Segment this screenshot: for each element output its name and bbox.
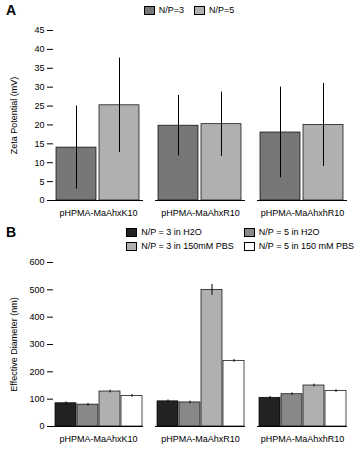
svg-text:500: 500 [29,285,44,295]
svg-text:5: 5 [39,176,44,186]
html-text:B: B [6,224,17,240]
svg-text:pHPMA-MaAhxK10: pHPMA-MaAhxK10 [59,208,137,218]
svg-text:300: 300 [29,339,44,349]
html-text:N/P = 3 in 150mM PBS: N/P = 3 in 150mM PBS [141,241,234,251]
svg-text:20: 20 [34,120,44,130]
svg-text:Effective Diameter (nm): Effective Diameter (nm) [9,297,19,391]
svg-text:pHPMA-MaAhxhR10: pHPMA-MaAhxhR10 [261,434,345,444]
svg-text:40: 40 [34,44,44,54]
svg-text:pHPMA-MaAhxR10: pHPMA-MaAhxR10 [161,208,240,218]
svg-text:600: 600 [29,257,44,267]
html-text:N/P = 5 in H2O: N/P = 5 in H2O [258,227,320,237]
svg-text:100: 100 [29,394,44,404]
html-text:N/P=3: N/P=3 [158,5,184,15]
svg-text:Zeta Potential (mV): Zeta Potential (mV) [9,77,19,155]
svg-text:200: 200 [29,367,44,377]
html-text:N/P=5: N/P=5 [209,5,235,15]
svg-text:0: 0 [39,421,44,431]
html-text:A: A [6,2,17,18]
svg-text:pHPMA-MaAhxhR10: pHPMA-MaAhxhR10 [261,208,345,218]
svg-text:15: 15 [34,139,44,149]
svg-text:pHPMA-MaAhxR10: pHPMA-MaAhxR10 [161,434,240,444]
svg-text:30: 30 [34,82,44,92]
svg-text:25: 25 [34,101,44,111]
html-text:N/P = 5 in 150 mM PBS: N/P = 5 in 150 mM PBS [258,241,354,251]
svg-text:400: 400 [29,312,44,322]
html-text:N/P = 3 in H2O: N/P = 3 in H2O [141,227,202,237]
svg-text:10: 10 [34,158,44,168]
svg-text:0: 0 [39,195,44,205]
svg-text:35: 35 [34,63,44,73]
svg-text:pHPMA-MaAhxK10: pHPMA-MaAhxK10 [59,434,137,444]
svg-text:45: 45 [34,25,44,35]
